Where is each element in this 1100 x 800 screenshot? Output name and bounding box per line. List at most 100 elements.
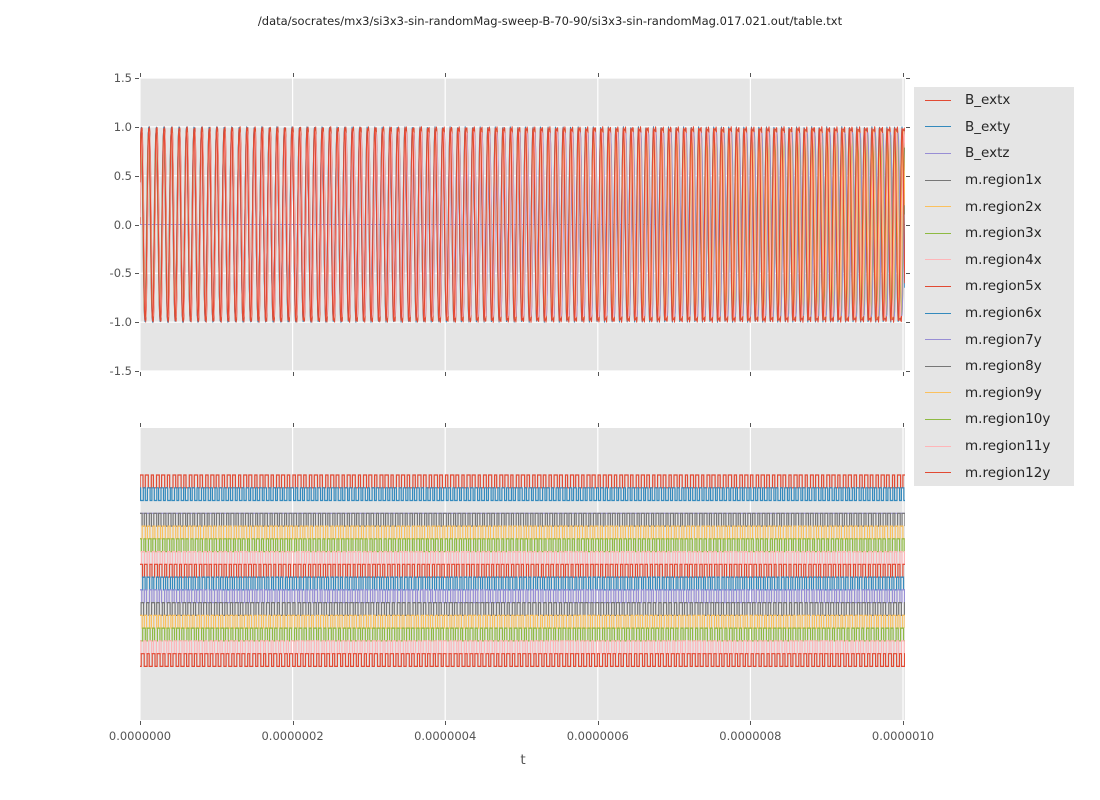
tick-mark [597, 73, 599, 77]
tick-mark [292, 73, 294, 77]
tick-mark [597, 372, 599, 376]
legend-label: B_exty [965, 118, 1011, 135]
y-tick-label: -1.5 [109, 364, 132, 378]
legend-entry-m.region6x: m.region6x [914, 300, 1074, 327]
legend-entry-m.region12y: m.region12y [914, 459, 1074, 486]
legend-label: m.region9y [965, 384, 1042, 401]
series-m.region1x [140, 512, 905, 527]
x-tick-label: 0.0000010 [871, 729, 935, 743]
tick-mark [135, 371, 139, 372]
legend-entry-m.region11y: m.region11y [914, 433, 1074, 460]
tick-mark [140, 73, 141, 77]
legend-line-swatch [925, 126, 951, 128]
legend: B_extx B_exty B_extz m.region1x m.region2x m.… [914, 87, 1074, 486]
tick-mark [140, 423, 141, 427]
y-tick-label: 1.0 [113, 119, 132, 134]
tick-mark [135, 175, 139, 177]
tick-mark [906, 371, 910, 372]
series-m.region12y [140, 653, 905, 667]
legend-line-swatch [925, 365, 951, 367]
legend-line-swatch [925, 418, 951, 420]
legend-label: m.region10y [965, 411, 1051, 428]
legend-label: m.region3x [965, 225, 1042, 242]
tick-mark [445, 423, 447, 427]
series-m.region6x [140, 576, 905, 591]
legend-entry-m.region9y: m.region9y [914, 380, 1074, 407]
x-tick-label: 0.0000000 [108, 729, 172, 743]
legend-label: m.region5x [965, 278, 1042, 295]
tick-mark [906, 175, 910, 177]
legend-line-swatch [925, 259, 951, 261]
legend-label: m.region11y [965, 438, 1051, 455]
legend-entry-m.region10y: m.region10y [914, 406, 1074, 433]
legend-line-swatch [925, 152, 951, 154]
legend-label: m.region4x [965, 251, 1042, 268]
legend-entry-B_extz: B_extz [914, 140, 1074, 167]
figure-title: /data/socrates/mx3/si3x3-sin-randomMag-s… [257, 14, 843, 28]
legend-line-swatch [925, 232, 951, 234]
tick-mark [135, 224, 139, 226]
tick-mark [906, 126, 910, 128]
x-tick-label: 0.0000008 [719, 729, 782, 743]
y-tick-label: -1.0 [109, 315, 132, 330]
tick-mark [906, 322, 910, 324]
bottom-plot [140, 428, 905, 720]
tick-mark [140, 721, 141, 725]
tick-mark [292, 721, 294, 725]
tick-mark [750, 721, 752, 725]
x-tick-label: 0.0000002 [261, 729, 324, 743]
legend-line-swatch [925, 179, 951, 181]
legend-entry-B_extx: B_extx [914, 87, 1074, 114]
tick-mark [903, 372, 904, 376]
series-m.region4x [140, 551, 905, 565]
y-tick-label: 0.5 [113, 168, 132, 183]
legend-label: m.region12y [965, 464, 1051, 481]
tick-mark [903, 73, 904, 77]
tick-mark [445, 721, 447, 725]
legend-label: m.region8y [965, 358, 1042, 375]
legend-label: m.region6x [965, 305, 1042, 322]
tick-mark [903, 423, 904, 427]
legend-line-swatch [925, 339, 951, 341]
legend-entry-B_exty: B_exty [914, 114, 1074, 141]
tick-mark [750, 372, 752, 376]
legend-line-swatch [925, 445, 951, 447]
tick-mark [750, 73, 752, 77]
tick-mark [292, 423, 294, 427]
legend-entry-m.region2x: m.region2x [914, 193, 1074, 220]
legend-entry-m.region3x: m.region3x [914, 220, 1074, 247]
legend-line-swatch [925, 472, 951, 474]
legend-label: m.region1x [965, 172, 1042, 189]
legend-line-swatch [925, 392, 951, 394]
legend-label: m.region2x [965, 198, 1042, 215]
legend-label: B_extx [965, 92, 1011, 109]
legend-entry-m.region8y: m.region8y [914, 353, 1074, 380]
x-tick-label: 0.0000004 [414, 729, 477, 743]
tick-mark [445, 73, 447, 77]
series-m.region8y [140, 602, 905, 616]
x-axis-label: t [520, 752, 526, 768]
tick-mark [445, 372, 447, 376]
legend-entry-m.region1x: m.region1x [914, 167, 1074, 194]
legend-label: m.region7y [965, 331, 1042, 348]
tick-mark [292, 372, 294, 376]
legend-label: B_extz [965, 145, 1010, 162]
series-m.region12y [140, 127, 905, 322]
y-tick-label: -0.5 [109, 266, 132, 281]
tick-mark [906, 273, 910, 275]
x-tick-label: 0.0000006 [566, 729, 629, 743]
tick-mark [135, 322, 139, 324]
legend-line-swatch [925, 99, 951, 101]
tick-mark [597, 423, 599, 427]
tick-mark [135, 273, 139, 275]
series-B_exty [140, 487, 905, 502]
series-B_extx [140, 474, 905, 489]
series-m.region7y [140, 589, 905, 604]
legend-entry-m.region4x: m.region4x [914, 247, 1074, 274]
legend-entry-m.region7y: m.region7y [914, 326, 1074, 353]
top-plot [140, 78, 905, 371]
tick-mark [903, 721, 904, 725]
tick-mark [906, 224, 910, 226]
tick-mark [135, 126, 139, 128]
